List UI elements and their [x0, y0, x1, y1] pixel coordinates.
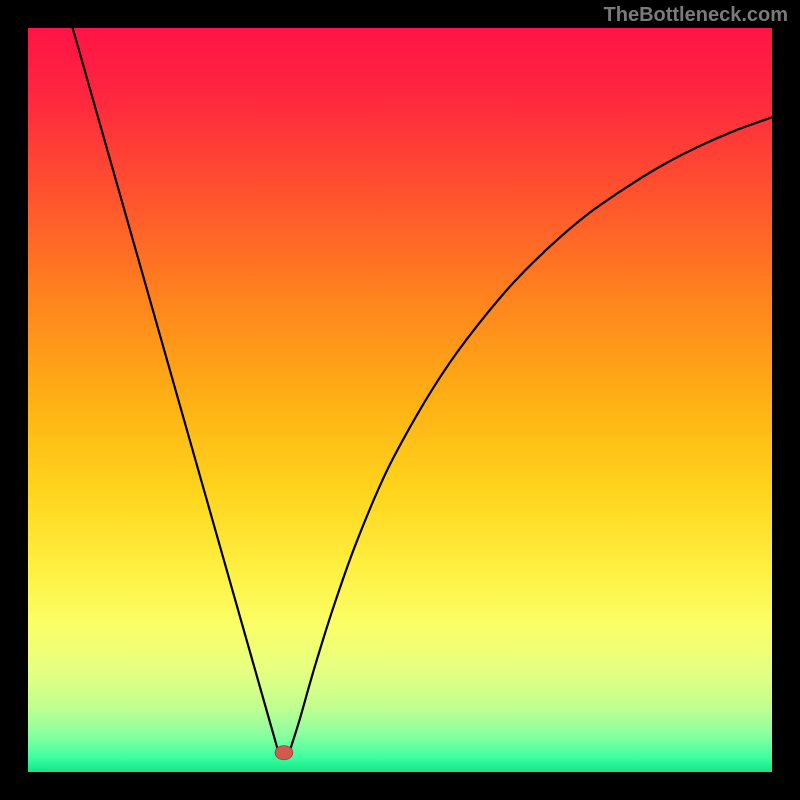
plot-area	[28, 28, 772, 772]
chart-container: TheBottleneck.com	[0, 0, 800, 800]
plot-svg	[28, 28, 772, 772]
watermark-text: TheBottleneck.com	[604, 4, 788, 27]
valley-marker	[275, 746, 293, 760]
gradient-background	[28, 28, 772, 772]
